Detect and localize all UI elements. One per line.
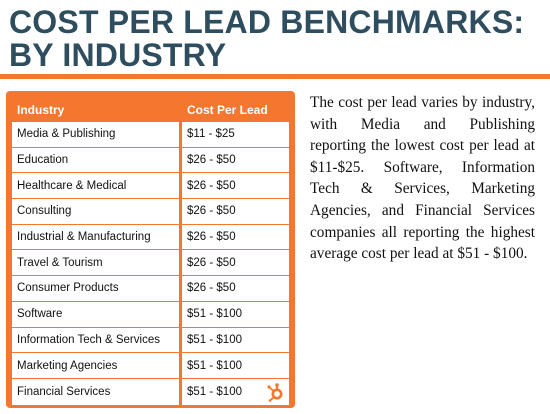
page-title: COST PER LEAD BENCHMARKS: BY INDUSTRY	[9, 6, 539, 72]
cost-cell: $26 - $50	[182, 224, 289, 251]
industry-cell: Information Tech & Services	[12, 327, 182, 354]
table-row: Media & Publishing $11 - $25	[12, 122, 289, 148]
header-cost-per-lead: Cost Per Lead	[182, 97, 289, 122]
description-paragraph: The cost per lead varies by industry, wi…	[310, 94, 535, 263]
table-row: Travel & Tourism $26 - $50	[12, 250, 289, 277]
cost-cell: $26 - $50	[182, 250, 289, 277]
industry-cell: Consulting	[12, 199, 182, 225]
benchmark-table-card: Industry Cost Per Lead Media & Publishin…	[6, 91, 295, 408]
cost-cell: $51 - $100	[182, 353, 289, 379]
table-row: Marketing Agencies $51 - $100	[12, 353, 289, 379]
industry-cell: Media & Publishing	[12, 122, 182, 148]
hubspot-sprocket-icon	[267, 383, 283, 402]
table-row: Education $26 - $50	[12, 147, 289, 174]
table-row: Healthcare & Medical $26 - $50	[12, 173, 289, 200]
industry-cell: Financial Services	[12, 378, 182, 405]
cost-cell: $51 - $100	[182, 327, 289, 354]
industry-cell: Travel & Tourism	[12, 250, 182, 277]
table-header-row: Industry Cost Per Lead	[12, 97, 289, 122]
industry-cell: Consumer Products	[12, 276, 182, 302]
cost-cell: $26 - $50	[182, 147, 289, 174]
cost-cell-with-logo: $51 - $100	[182, 378, 289, 405]
industry-cell: Education	[12, 147, 182, 174]
cost-cell: $26 - $50	[182, 173, 289, 200]
table-row: Software $51 - $100	[12, 301, 289, 328]
cost-cell: $26 - $50	[182, 199, 289, 225]
industry-cell: Industrial & Manufacturing	[12, 224, 182, 251]
title-line-1: COST PER LEAD BENCHMARKS:	[9, 4, 525, 40]
table-row: Information Tech & Services $51 - $100	[12, 327, 289, 354]
table-row: Consulting $26 - $50	[12, 199, 289, 225]
table-row: Consumer Products $26 - $50	[12, 276, 289, 302]
industry-cell: Marketing Agencies	[12, 353, 182, 379]
benchmark-table: Industry Cost Per Lead Media & Publishin…	[12, 97, 289, 405]
title-divider	[0, 74, 550, 79]
title-line-2: BY INDUSTRY	[9, 37, 227, 73]
header-industry: Industry	[12, 97, 182, 122]
table-row: Industrial & Manufacturing $26 - $50	[12, 224, 289, 251]
table-row: Financial Services $51 - $100	[12, 378, 289, 405]
cost-value: $51 - $100	[187, 385, 242, 398]
cost-cell: $26 - $50	[182, 276, 289, 302]
cost-cell: $51 - $100	[182, 301, 289, 328]
industry-cell: Healthcare & Medical	[12, 173, 182, 200]
industry-cell: Software	[12, 301, 182, 328]
cost-cell: $11 - $25	[182, 122, 289, 148]
